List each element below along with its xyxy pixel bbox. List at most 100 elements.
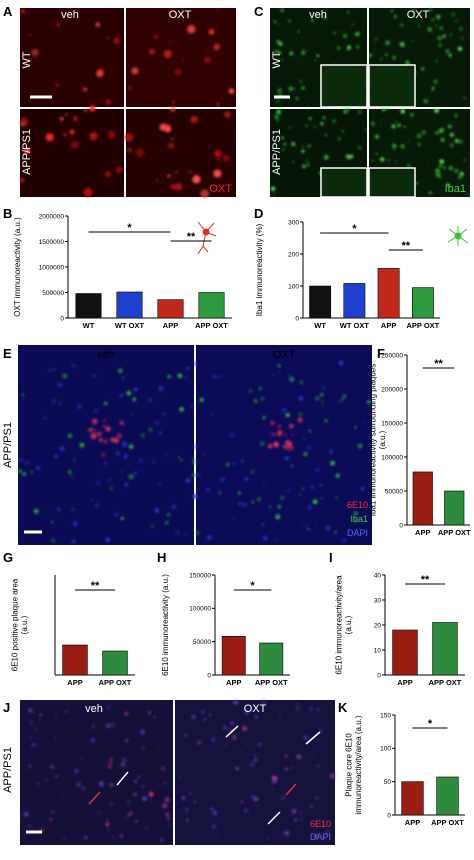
cell bbox=[316, 739, 319, 742]
x-tick-label: APP bbox=[415, 528, 430, 537]
cell bbox=[315, 522, 318, 524]
cell bbox=[80, 780, 82, 783]
cell bbox=[83, 87, 88, 92]
cell bbox=[109, 722, 115, 728]
cell bbox=[38, 718, 41, 721]
cell bbox=[45, 133, 54, 142]
y-tick-label: 250000 bbox=[381, 352, 403, 359]
cell bbox=[299, 79, 303, 83]
cell bbox=[403, 46, 406, 48]
y-axis-label: Iba1 immunoreactivity surrounding plaque… bbox=[369, 364, 388, 517]
cell bbox=[335, 496, 338, 499]
cell bbox=[206, 535, 212, 540]
bar bbox=[198, 292, 225, 319]
arrow bbox=[285, 783, 297, 796]
cell bbox=[359, 443, 363, 447]
cell bbox=[200, 189, 209, 198]
cell bbox=[184, 808, 190, 814]
cell bbox=[137, 775, 141, 779]
cell bbox=[260, 443, 263, 446]
cell bbox=[203, 56, 211, 64]
cell bbox=[56, 507, 61, 512]
cell bbox=[305, 124, 308, 128]
cell bbox=[281, 136, 284, 140]
row-label: APP/PS1 bbox=[271, 129, 283, 175]
cell bbox=[276, 100, 280, 103]
cell bbox=[390, 9, 394, 13]
cell bbox=[296, 706, 300, 711]
x-tick-label: WT bbox=[314, 321, 326, 330]
cell bbox=[105, 99, 112, 105]
cell bbox=[119, 393, 124, 398]
cell bbox=[109, 758, 113, 761]
cell bbox=[374, 37, 378, 41]
cell bbox=[314, 59, 317, 62]
cell bbox=[168, 40, 172, 44]
cell bbox=[421, 67, 424, 71]
cell bbox=[114, 512, 119, 517]
cell bbox=[195, 530, 200, 535]
cell bbox=[400, 109, 405, 114]
cell bbox=[307, 528, 310, 531]
image-tile bbox=[18, 345, 194, 545]
cell bbox=[117, 453, 120, 456]
cell bbox=[284, 767, 288, 772]
inset bbox=[320, 167, 368, 198]
cell bbox=[449, 132, 454, 137]
cell bbox=[99, 438, 103, 442]
cell bbox=[73, 458, 76, 461]
cell bbox=[247, 728, 250, 730]
cell bbox=[431, 18, 435, 22]
cell bbox=[277, 90, 282, 95]
y-tick-label: 300 bbox=[288, 219, 299, 226]
y-tick-label: 100000 bbox=[189, 606, 211, 613]
cell bbox=[277, 504, 282, 509]
cell bbox=[121, 762, 125, 767]
cell bbox=[224, 743, 227, 747]
y-tick-label: 0 bbox=[377, 672, 381, 679]
cell bbox=[127, 813, 131, 817]
row-label: APP/PS1 bbox=[21, 129, 33, 175]
cell bbox=[273, 192, 276, 195]
cell bbox=[203, 718, 207, 721]
column-label: OXT bbox=[244, 703, 267, 715]
cell bbox=[28, 708, 33, 713]
cell bbox=[166, 512, 171, 517]
cell bbox=[288, 126, 292, 129]
cell bbox=[341, 130, 344, 133]
cell bbox=[306, 49, 309, 52]
cell bbox=[158, 483, 161, 486]
x-tick-label: WT OXT bbox=[115, 321, 145, 330]
cell bbox=[59, 117, 64, 121]
cell bbox=[132, 397, 136, 402]
cell bbox=[124, 738, 129, 743]
cell bbox=[279, 42, 283, 46]
cell bbox=[280, 8, 285, 13]
cell bbox=[405, 60, 410, 65]
y-tick-label: 500000 bbox=[42, 290, 64, 297]
cell bbox=[103, 419, 106, 422]
significance-label: * bbox=[352, 223, 357, 235]
cell bbox=[191, 714, 196, 720]
cell bbox=[45, 779, 48, 782]
cell bbox=[268, 443, 273, 449]
bar bbox=[259, 642, 284, 676]
cell bbox=[380, 58, 383, 61]
cell bbox=[104, 171, 111, 178]
cell bbox=[417, 25, 420, 28]
cell bbox=[293, 88, 296, 90]
cell bbox=[382, 107, 386, 112]
cell bbox=[108, 782, 114, 788]
cell bbox=[417, 142, 421, 146]
panel-letter: E bbox=[3, 346, 12, 361]
x-tick-label: APP bbox=[381, 321, 396, 330]
cell bbox=[242, 502, 247, 507]
cell bbox=[158, 431, 162, 435]
cell bbox=[233, 700, 238, 705]
cell bbox=[50, 810, 55, 814]
bar bbox=[309, 285, 332, 319]
cell bbox=[240, 459, 244, 463]
cell bbox=[81, 786, 86, 791]
cell bbox=[148, 791, 154, 797]
cell bbox=[171, 714, 174, 717]
